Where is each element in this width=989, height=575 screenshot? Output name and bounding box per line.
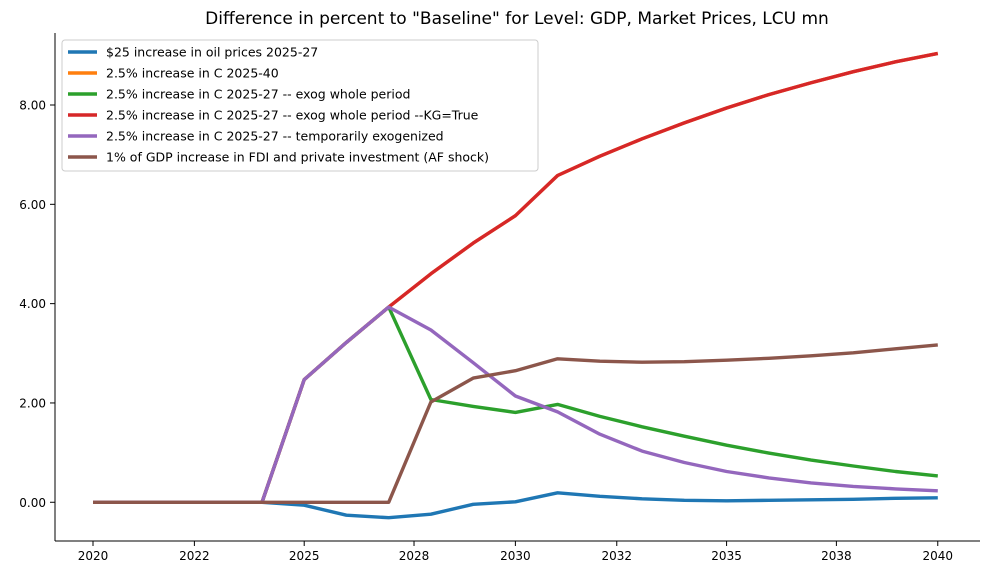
legend-label: 2.5% increase in C 2025-27 -- temporaril…: [106, 129, 444, 144]
legend-label: 2.5% increase in C 2025-40: [106, 66, 279, 81]
y-tick-label: 0.00: [19, 496, 46, 510]
legend-label: $25 increase in oil prices 2025-27: [106, 45, 318, 60]
x-tick-label: 2025: [289, 549, 320, 563]
y-tick-label: 6.00: [19, 198, 46, 212]
x-tick-label: 2040: [922, 549, 953, 563]
x-tick-label: 2038: [821, 549, 852, 563]
legend-label: 1% of GDP increase in FDI and private in…: [106, 150, 489, 165]
x-tick-label: 2035: [711, 549, 742, 563]
series-line-1: [93, 491, 938, 520]
x-tick-label: 2030: [500, 549, 531, 563]
series-line-6: [93, 343, 938, 504]
x-tick-label: 2020: [78, 549, 109, 563]
x-tick-label: 2032: [601, 549, 632, 563]
y-tick-label: 2.00: [19, 396, 46, 410]
y-tick-label: 8.00: [19, 99, 46, 113]
x-tick-label: 2022: [179, 549, 210, 563]
chart-title: Difference in percent to "Baseline" for …: [205, 9, 829, 29]
legend-label: 2.5% increase in C 2025-27 -- exog whole…: [106, 108, 479, 123]
legend-label: 2.5% increase in C 2025-27 -- exog whole…: [106, 87, 410, 102]
x-tick-label: 2028: [399, 549, 430, 563]
legend: $25 increase in oil prices 2025-27 2.5% i…: [61, 39, 539, 172]
series-lines: [93, 51, 939, 520]
axes: 2020 2022 2025 2028 2030 2032 2035 2038 2040 0.00…: [19, 33, 980, 563]
series-line-3: [93, 305, 938, 504]
series-line-5: [93, 305, 938, 504]
legend-box: [61, 39, 539, 172]
y-tick-label: 4.00: [19, 297, 46, 311]
